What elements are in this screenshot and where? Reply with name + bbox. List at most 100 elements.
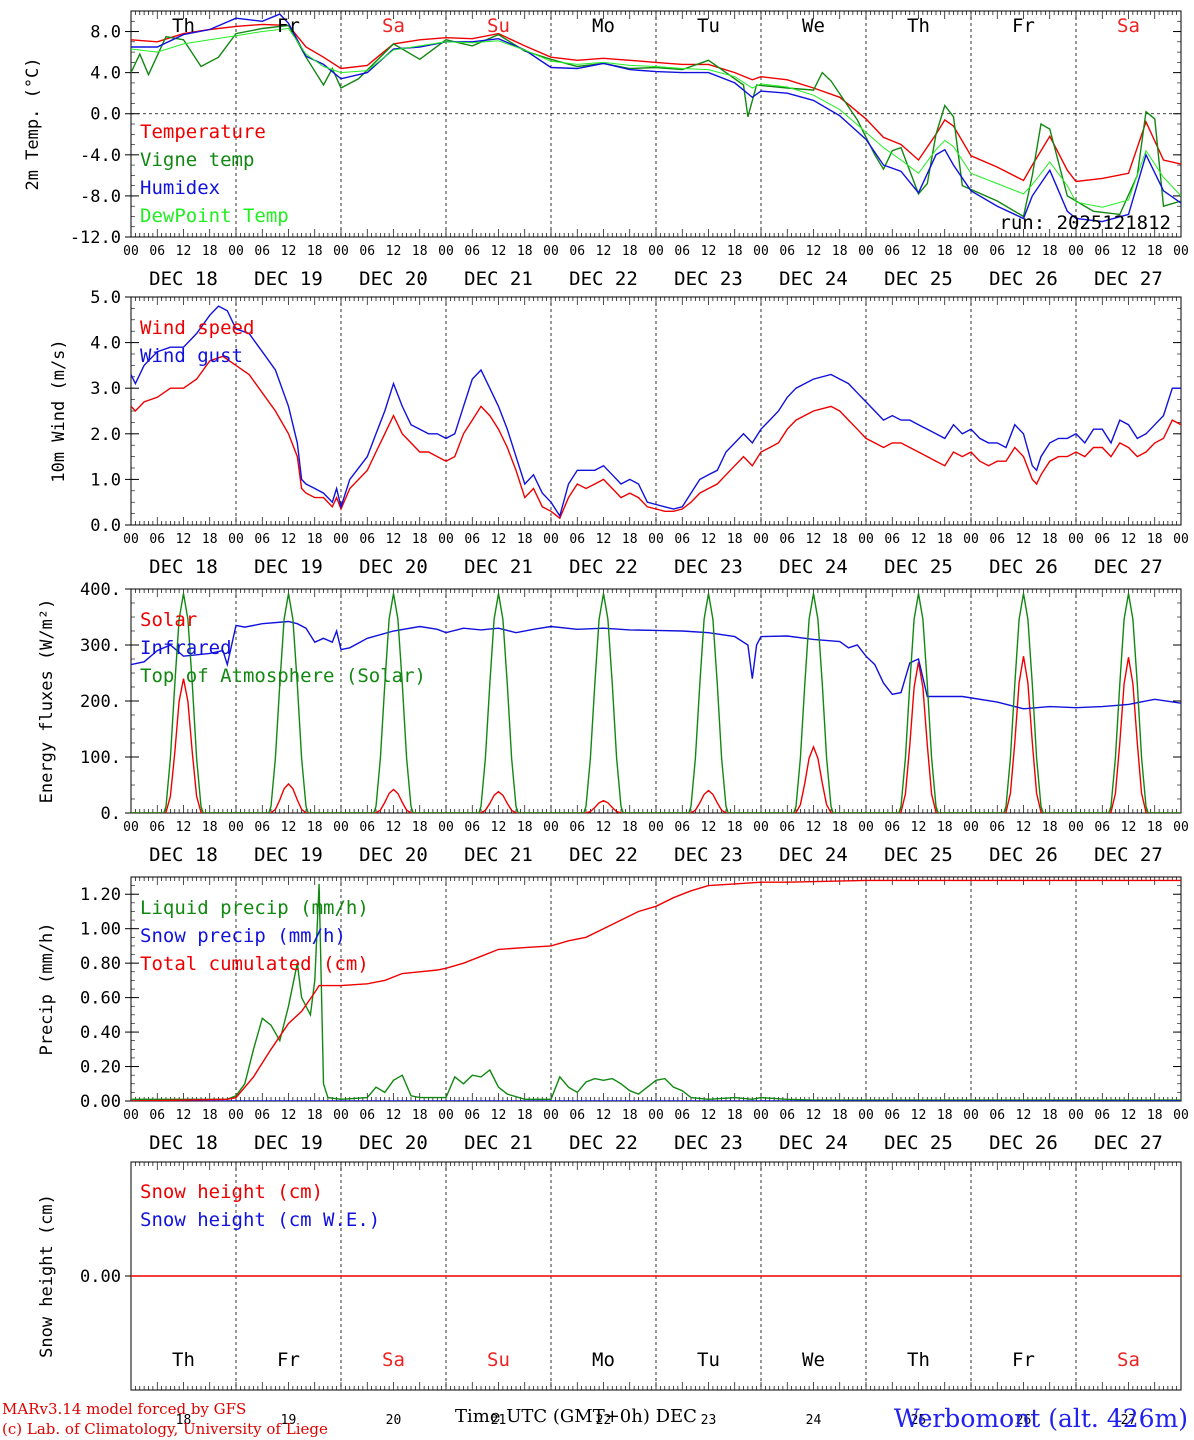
hour-tick-label: 12 [911,532,927,547]
hour-tick-label: 12 [1121,532,1137,547]
hour-tick-label: 12 [911,820,927,835]
date-label: DEC 21 [464,268,533,290]
hour-tick-label: 18 [1147,532,1163,547]
hour-tick-label: 06 [674,1108,690,1123]
run-label: run: 2025121812 [999,212,1171,234]
y-tick-label: -12.0 [70,228,121,248]
hour-tick-label: 00 [228,820,244,835]
y-axis-label: Snow height (cm) [37,1194,57,1358]
day-abbr-top: Th [907,15,930,37]
day-number: 26 [1016,1413,1032,1428]
hour-tick-label: 18 [832,1108,848,1123]
date-label: DEC 25 [884,268,953,290]
hour-tick-label: 06 [989,244,1005,259]
hour-tick-label: 18 [1042,820,1058,835]
hour-tick-label: 00 [333,244,349,259]
day-abbr-bottom: Mo [592,1349,615,1371]
y-tick-label: 0. [101,804,121,824]
hour-tick-label: 06 [569,244,585,259]
series-line-wind-speed [131,355,1181,520]
date-label: DEC 26 [989,556,1058,578]
hour-tick-label: 00 [753,532,769,547]
date-label: DEC 20 [359,268,428,290]
day-abbr-top: Fr [1012,15,1035,37]
hour-tick-label: 18 [307,820,323,835]
credit-lab: (c) Lab. of Climatology, University of L… [2,1420,328,1438]
day-abbr-top: Mo [592,15,615,37]
hour-tick-label: 06 [569,820,585,835]
hour-tick-label: 12 [176,820,192,835]
day-abbr-bottom: We [802,1349,825,1371]
day-number: 19 [281,1413,297,1428]
hour-tick-label: 00 [333,820,349,835]
hour-tick-label: 00 [858,532,874,547]
date-label: DEC 27 [1094,556,1163,578]
hour-tick-label: 00 [1173,1108,1189,1123]
hour-tick-label: 06 [569,532,585,547]
hour-tick-label: 00 [963,244,979,259]
date-label: DEC 26 [989,1132,1058,1154]
hour-tick-label: 18 [202,244,218,259]
hour-tick-label: 12 [491,1108,507,1123]
hour-tick-label: 06 [989,820,1005,835]
hour-tick-label: 12 [281,1108,297,1123]
date-label: DEC 24 [779,556,848,578]
hour-tick-label: 12 [386,820,402,835]
hour-tick-label: 18 [727,244,743,259]
hour-tick-label: 12 [806,1108,822,1123]
hour-tick-label: 06 [359,532,375,547]
y-tick-label: 200. [80,692,121,712]
hour-tick-label: 12 [701,244,717,259]
hour-tick-label: 12 [176,532,192,547]
hour-tick-label: 00 [963,820,979,835]
hour-tick-label: 00 [228,532,244,547]
y-tick-label: 4.0 [90,334,121,354]
hour-tick-label: 06 [989,532,1005,547]
hour-tick-label: 18 [727,1108,743,1123]
day-abbr-top: Th [172,15,195,37]
series-line-humidex [131,13,1181,223]
hour-tick-label: 12 [1016,244,1032,259]
series-line-temperature [131,23,1181,183]
legend-total-cumulated-cm-: Total cumulated (cm) [140,953,369,975]
hour-tick-label: 00 [963,1108,979,1123]
date-label: DEC 19 [254,268,323,290]
hour-tick-label: 00 [543,532,559,547]
hour-tick-label: 18 [727,820,743,835]
hour-tick-label: 12 [1121,244,1137,259]
day-abbr-bottom: Fr [1012,1349,1035,1371]
day-number: 22 [596,1413,612,1428]
hour-tick-label: 18 [1147,820,1163,835]
hour-tick-label: 18 [1147,1108,1163,1123]
hour-tick-label: 06 [1094,820,1110,835]
series-line-liquid-precip-mm-h- [131,883,1181,1101]
hour-tick-label: 18 [832,532,848,547]
hour-tick-label: 18 [412,532,428,547]
hour-tick-label: 18 [832,820,848,835]
y-tick-label: 1.0 [90,470,121,490]
day-abbr-top: Sa [1117,15,1140,37]
hour-tick-label: 12 [911,244,927,259]
series-line-dewpoint-temp [131,27,1181,208]
month-label: DEC [655,1406,697,1427]
y-tick-label: 0.00 [80,1092,121,1112]
hour-tick-label: 12 [1016,1108,1032,1123]
series-line-top-of-atmosphere-solar- [131,593,1181,813]
hour-tick-label: 12 [281,532,297,547]
hour-tick-label: 18 [1147,244,1163,259]
date-label: DEC 25 [884,1132,953,1154]
hour-tick-label: 00 [123,244,139,259]
hour-tick-label: 18 [622,820,638,835]
hour-tick-label: 00 [648,244,664,259]
y-tick-label: 0.0 [90,105,121,125]
hour-tick-label: 00 [543,244,559,259]
day-number: 23 [701,1413,717,1428]
date-label: DEC 27 [1094,1132,1163,1154]
hour-tick-label: 18 [202,1108,218,1123]
y-tick-label: 8.0 [90,23,121,43]
hour-tick-label: 06 [989,1108,1005,1123]
hour-tick-label: 06 [1094,532,1110,547]
hour-tick-label: 18 [727,532,743,547]
date-label: DEC 25 [884,556,953,578]
date-label: DEC 23 [674,1132,743,1154]
